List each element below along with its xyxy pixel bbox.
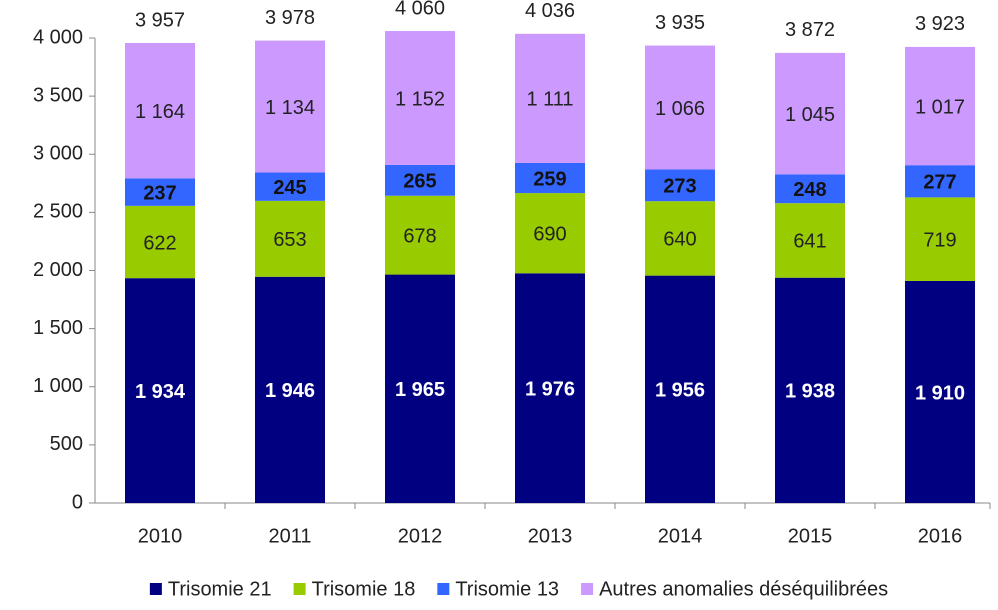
x-tick-label: 2013 [528, 525, 573, 547]
y-tick-label: 500 [50, 433, 83, 455]
y-tick-label: 0 [72, 491, 83, 513]
data-label: 1 134 [265, 97, 315, 119]
legend-swatch [293, 583, 306, 595]
data-label: 1 956 [655, 380, 705, 402]
x-tick-label: 2010 [138, 525, 183, 547]
bar-segment [905, 280, 975, 503]
data-label: 1 045 [785, 104, 835, 126]
data-label: 1 965 [395, 379, 445, 401]
data-label: 690 [533, 223, 566, 245]
data-label: 1 938 [785, 381, 835, 403]
bar-segment [775, 174, 845, 204]
legend-swatch [581, 583, 594, 595]
legend-label: Trisomie 13 [455, 578, 559, 600]
bar-segment [515, 273, 585, 503]
data-label: 1 017 [915, 96, 965, 118]
data-label: 248 [793, 179, 826, 201]
data-label: 1 111 [526, 89, 573, 111]
y-tick-label: 4 000 [33, 26, 83, 48]
total-label: 3 872 [785, 19, 835, 41]
bar-segment [125, 178, 195, 206]
y-tick-label: 3 000 [33, 143, 83, 165]
total-label: 3 935 [655, 12, 705, 34]
legend-label: Trisomie 21 [168, 578, 272, 600]
legend-swatch [437, 583, 450, 595]
bar-segment [385, 31, 455, 165]
bar-segment [775, 52, 845, 175]
bar-segment [125, 205, 195, 279]
data-label: 1 934 [135, 381, 186, 403]
bar-segment [255, 200, 325, 277]
bar-segment [385, 164, 455, 196]
bar-segment [515, 193, 585, 274]
total-label: 4 060 [395, 0, 445, 19]
legend-label: Autres anomalies déséquilibrées [599, 578, 888, 600]
x-tick-label: 2015 [788, 525, 833, 547]
bar-segment [515, 162, 585, 194]
data-label: 1 976 [525, 378, 575, 400]
data-label: 640 [663, 229, 696, 251]
data-label: 237 [143, 182, 176, 204]
y-tick-label: 1 500 [33, 317, 83, 339]
bar-segment [255, 172, 325, 201]
data-label: 245 [273, 177, 306, 199]
data-label: 259 [533, 168, 566, 190]
bar-segment [645, 201, 715, 276]
total-label: 4 036 [525, 0, 575, 22]
bar-segment [645, 275, 715, 503]
data-label: 653 [273, 229, 306, 251]
data-label: 265 [403, 171, 436, 193]
data-label: 641 [793, 231, 826, 253]
bar-segment [775, 277, 845, 503]
bar-segment [255, 276, 325, 503]
y-tick-label: 2 500 [33, 201, 83, 223]
bar-segment [645, 45, 715, 170]
data-label: 1 066 [655, 98, 705, 120]
legend-swatch [149, 583, 162, 595]
x-tick-label: 2014 [658, 525, 703, 547]
bar-segment [775, 203, 845, 278]
x-tick-label: 2016 [918, 525, 963, 547]
data-label: 1 152 [395, 88, 445, 110]
bar-segment [905, 197, 975, 281]
total-label: 3 957 [135, 9, 185, 31]
data-label: 1 946 [265, 380, 315, 402]
x-tick-label: 2011 [268, 525, 311, 547]
bar-segment [125, 42, 195, 179]
bar-segment [515, 33, 585, 163]
bar-segment [385, 195, 455, 275]
data-label: 678 [403, 225, 436, 247]
bar-segment [905, 165, 975, 198]
data-label: 1 910 [915, 382, 965, 404]
data-label: 277 [923, 172, 956, 194]
total-label: 3 923 [915, 13, 965, 35]
x-tick-label: 2012 [398, 525, 443, 547]
data-label: 1 164 [135, 101, 185, 123]
y-tick-label: 3 500 [33, 84, 83, 106]
data-label: 622 [143, 232, 176, 254]
total-label: 3 978 [265, 7, 315, 29]
bar-segment [905, 46, 975, 166]
legend-label: Trisomie 18 [312, 578, 416, 600]
y-tick-label: 1 000 [33, 375, 83, 397]
bar-segment [255, 40, 325, 173]
bar-segment [645, 169, 715, 202]
data-label: 719 [923, 229, 956, 251]
bar-segment [385, 274, 455, 503]
bar-segment [125, 278, 195, 503]
data-label: 273 [663, 176, 696, 198]
y-tick-label: 2 000 [33, 259, 83, 281]
